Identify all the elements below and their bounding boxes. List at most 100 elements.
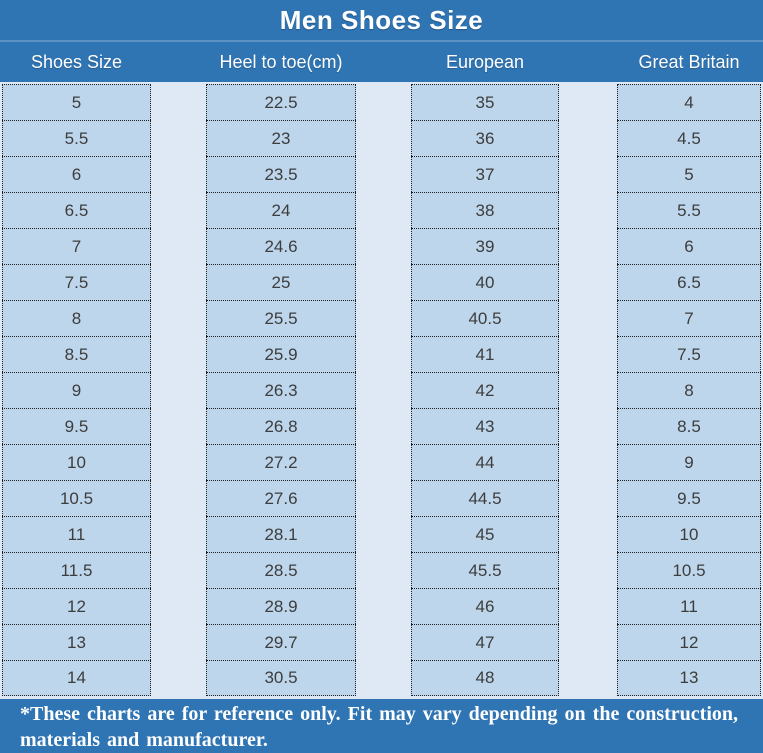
- table-cell: 11: [617, 588, 761, 624]
- table-cell: 7.5: [2, 264, 151, 300]
- table-cell: 6: [617, 228, 761, 264]
- table-cell: 11.5: [2, 552, 151, 588]
- table-cell: 40.5: [411, 300, 559, 336]
- column-gap: [559, 516, 617, 552]
- column-gap: [151, 84, 206, 120]
- table-cell: 28.9: [206, 588, 356, 624]
- column-gap: [356, 624, 411, 660]
- table-cell: 45: [411, 516, 559, 552]
- table-cell: 42: [411, 372, 559, 408]
- table-cell: 40: [411, 264, 559, 300]
- table-cell: 44: [411, 444, 559, 480]
- column-gap: [356, 372, 411, 408]
- column-gap: [151, 588, 206, 624]
- column-gap: [151, 228, 206, 264]
- table-cell: 6: [2, 156, 151, 192]
- table-cell: 24.6: [206, 228, 356, 264]
- reference-footnote: *These charts are for reference only. Fi…: [0, 699, 763, 753]
- size-table-body: 5 22.5 35 4 5.5 23 36 4.5 6 23.5 37 5 6.5 24 38 5.5 7 24.…: [0, 82, 763, 699]
- table-cell: 8: [2, 300, 151, 336]
- column-gap: [356, 192, 411, 228]
- column-gap: [151, 300, 206, 336]
- column-gap: [151, 408, 206, 444]
- page-title: Men Shoes Size: [0, 0, 763, 42]
- table-cell: 5: [617, 156, 761, 192]
- column-gap: [356, 228, 411, 264]
- column-gap: [559, 120, 617, 156]
- column-gap: [356, 84, 411, 120]
- table-cell: 9.5: [617, 480, 761, 516]
- column-gap: [559, 624, 617, 660]
- column-gap: [151, 120, 206, 156]
- column-gap: [151, 516, 206, 552]
- column-gap: [356, 660, 411, 696]
- column-gap: [356, 552, 411, 588]
- column-header-shoes-size: Shoes Size: [30, 51, 123, 72]
- table-cell: 10: [2, 444, 151, 480]
- column-gap: [559, 588, 617, 624]
- table-cell: 43: [411, 408, 559, 444]
- table-cell: 8.5: [2, 336, 151, 372]
- column-gap: [356, 156, 411, 192]
- column-gap: [559, 408, 617, 444]
- table-cell: 10: [617, 516, 761, 552]
- column-gap: [151, 480, 206, 516]
- table-cell: 26.8: [206, 408, 356, 444]
- table-cell: 13: [617, 660, 761, 696]
- table-cell: 28.1: [206, 516, 356, 552]
- column-gap: [559, 192, 617, 228]
- column-gap: [559, 264, 617, 300]
- table-cell: 7: [617, 300, 761, 336]
- table-cell: 26.3: [206, 372, 356, 408]
- table-header-row: Shoes Size Heel to toe(cm) European Grea…: [0, 42, 763, 82]
- table-cell: 46: [411, 588, 559, 624]
- column-gap: [559, 372, 617, 408]
- column-gap: [151, 372, 206, 408]
- table-cell: 6.5: [617, 264, 761, 300]
- column-gap: [356, 300, 411, 336]
- column-gap: [151, 156, 206, 192]
- column-gap: [356, 588, 411, 624]
- column-gap: [151, 552, 206, 588]
- column-gap: [559, 660, 617, 696]
- table-cell: 37: [411, 156, 559, 192]
- column-gap: [151, 444, 206, 480]
- table-cell: 36: [411, 120, 559, 156]
- column-gap: [559, 84, 617, 120]
- table-cell: 48: [411, 660, 559, 696]
- table-cell: 22.5: [206, 84, 356, 120]
- table-cell: 27.6: [206, 480, 356, 516]
- column-gap: [356, 444, 411, 480]
- column-gap: [356, 480, 411, 516]
- table-cell: 6.5: [2, 192, 151, 228]
- table-cell: 5.5: [617, 192, 761, 228]
- table-cell: 29.7: [206, 624, 356, 660]
- column-header-heel-to-toe: Heel to toe(cm): [219, 51, 343, 72]
- table-cell: 23.5: [206, 156, 356, 192]
- table-cell: 9.5: [2, 408, 151, 444]
- column-gap: [151, 660, 206, 696]
- table-cell: 30.5: [206, 660, 356, 696]
- column-gap: [559, 300, 617, 336]
- table-cell: 25: [206, 264, 356, 300]
- column-gap: [559, 228, 617, 264]
- table-cell: 44.5: [411, 480, 559, 516]
- table-cell: 4: [617, 84, 761, 120]
- column-gap: [151, 624, 206, 660]
- table-cell: 28.5: [206, 552, 356, 588]
- table-cell: 23: [206, 120, 356, 156]
- table-cell: 47: [411, 624, 559, 660]
- column-gap: [151, 264, 206, 300]
- table-cell: 41: [411, 336, 559, 372]
- column-gap: [151, 192, 206, 228]
- table-cell: 27.2: [206, 444, 356, 480]
- table-cell: 12: [2, 588, 151, 624]
- column-gap: [559, 444, 617, 480]
- table-cell: 5: [2, 84, 151, 120]
- table-cell: 9: [617, 444, 761, 480]
- column-gap: [151, 336, 206, 372]
- table-cell: 39: [411, 228, 559, 264]
- column-header-european: European: [445, 51, 525, 72]
- table-cell: 12: [617, 624, 761, 660]
